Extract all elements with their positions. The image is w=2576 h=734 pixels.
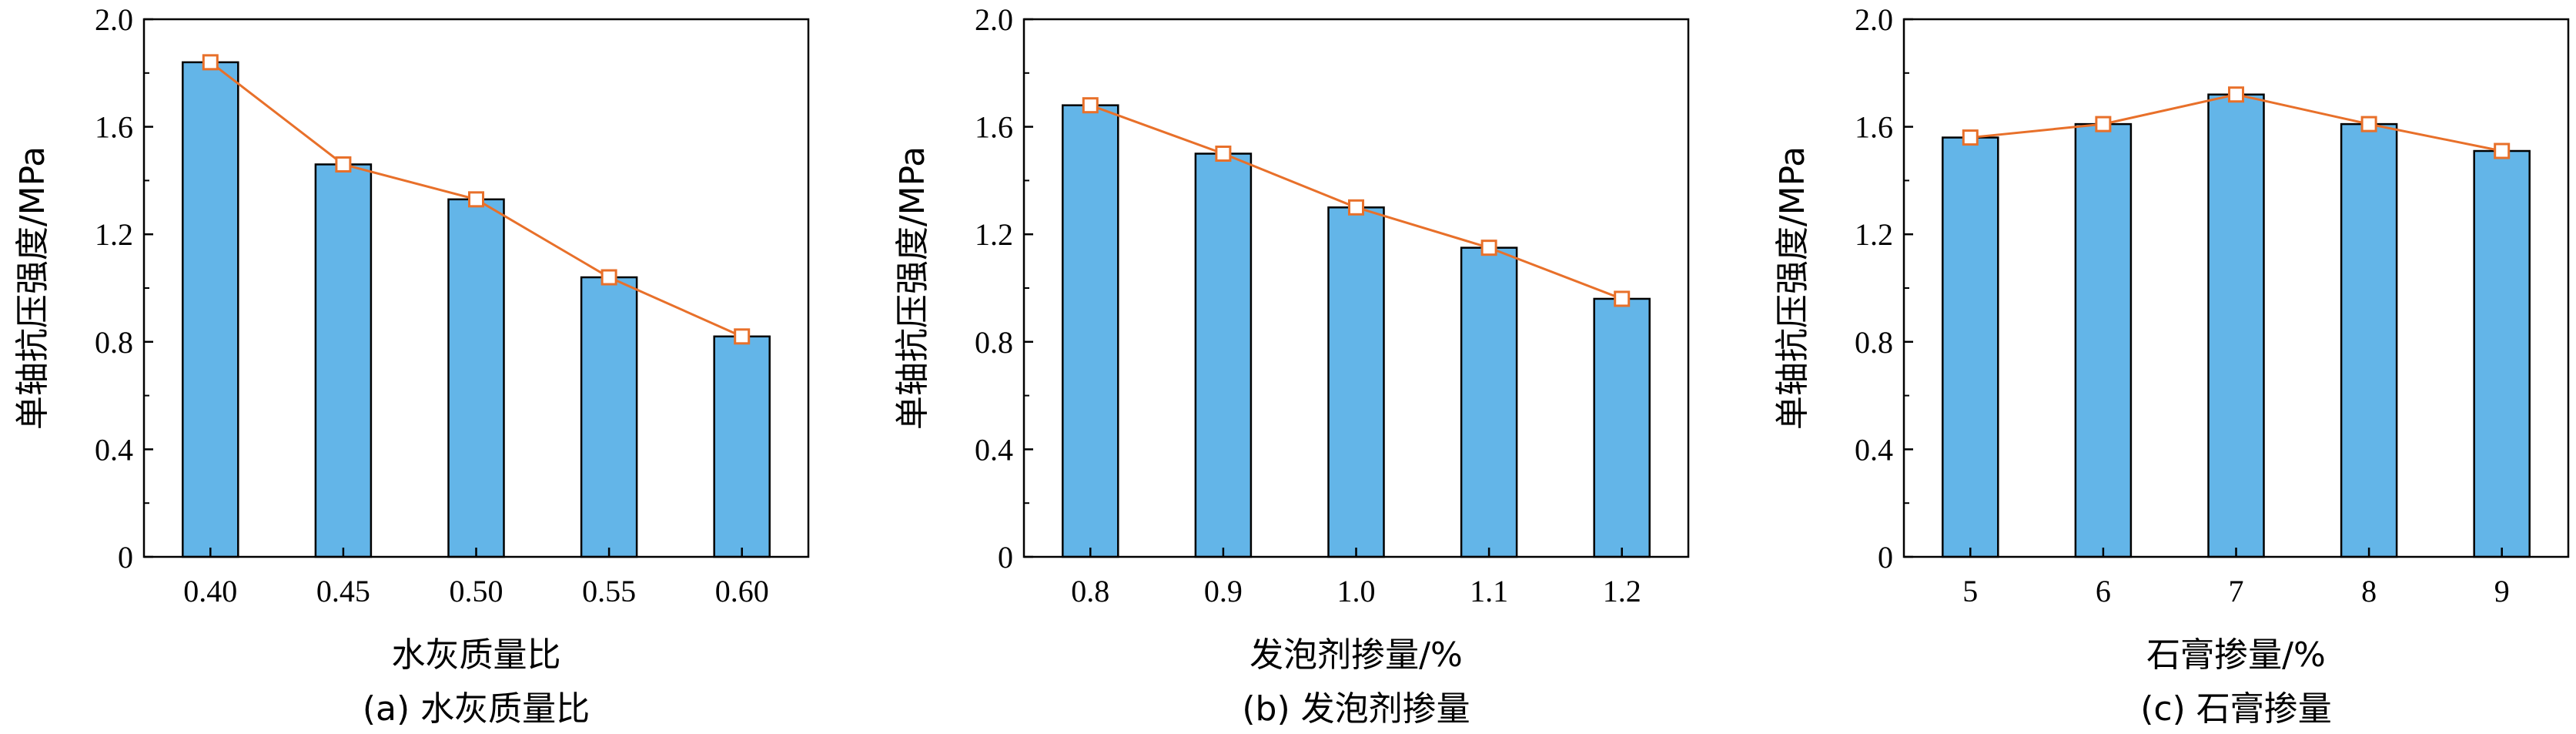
x-tick-label: 5 [1962, 574, 1978, 608]
y-tick-label: 0 [998, 540, 1013, 575]
y-tick-label: 2.0 [975, 2, 1013, 37]
panel-caption: (a) 水灰质量比 [363, 689, 590, 729]
y-axis-title: 单轴抗压强度/MPa [13, 146, 52, 430]
bar-6 [2074, 122, 2133, 558]
x-tick-label: 0.45 [316, 574, 370, 608]
x-tick-label: 0.9 [1204, 574, 1243, 608]
marker-1.0 [1348, 199, 1364, 216]
marker-0.50 [468, 191, 484, 208]
x-axis-title: 石膏掺量/% [2146, 635, 2326, 675]
panel-caption: (c) 石膏掺量 [2140, 689, 2332, 729]
y-tick-label: 1.6 [975, 110, 1013, 145]
marker-9 [2494, 142, 2511, 159]
marker-0.40 [202, 54, 219, 71]
bar-0.40 [182, 61, 239, 558]
y-tick-label: 1.6 [1855, 110, 1893, 145]
marker-0.9 [1215, 146, 1232, 162]
marker-1.2 [1614, 290, 1631, 307]
bar-1.2 [1593, 297, 1651, 558]
x-axis-title: 发泡剂掺量/% [1250, 635, 1463, 675]
chart-panel-c: 0 0.4 0.8 1.2 1.6 2.0 5 6 7 8 9 单轴抗压强度/MPa 石膏掺量/% (c)… [1773, 2, 2570, 729]
bar-0.60 [713, 335, 771, 558]
x-tick-label: 1.1 [1470, 574, 1508, 608]
x-tick-label: 0.8 [1071, 574, 1109, 608]
marker-0.55 [601, 269, 617, 286]
bar-7 [2207, 93, 2265, 558]
marker-0.60 [734, 328, 751, 345]
marker-7 [2228, 86, 2244, 103]
y-tick-label: 1.2 [1855, 217, 1893, 252]
x-tick-label: 6 [2096, 574, 2111, 608]
y-tick-label: 2.0 [95, 2, 133, 37]
panel-caption: (b) 发泡剂掺量 [1242, 689, 1470, 729]
y-axis-title: 单轴抗压强度/MPa [893, 146, 932, 430]
bar-0.50 [447, 198, 505, 558]
x-tick-label: 0.55 [582, 574, 636, 608]
bar-0.55 [580, 276, 638, 558]
y-tick-label: 0 [1878, 540, 1893, 575]
x-tick-label: 0.40 [183, 574, 237, 608]
bar-0.8 [1062, 104, 1119, 558]
y-tick-label: 0.8 [1855, 325, 1893, 360]
y-tick-label: 0 [118, 540, 133, 575]
bar-1.0 [1327, 206, 1385, 558]
bar-1.1 [1460, 246, 1518, 558]
bar-5 [1942, 136, 1999, 558]
x-tick-label: 1.0 [1337, 574, 1376, 608]
y-tick-label: 0.4 [95, 432, 133, 467]
y-tick-label: 0.4 [1855, 432, 1893, 467]
marker-5 [1962, 129, 1979, 146]
marker-1.1 [1480, 240, 1497, 256]
x-tick-label: 1.2 [1603, 574, 1641, 608]
x-tick-label: 8 [2361, 574, 2377, 608]
x-tick-label: 0.50 [450, 574, 503, 608]
y-tick-label: 0.8 [95, 325, 133, 360]
chart-panel-a: 0 0.4 0.8 1.2 1.6 2.0 0.40 0.45 0.50 0.55 0.60 单轴抗压… [13, 2, 810, 729]
y-tick-label: 2.0 [1855, 2, 1893, 37]
x-tick-label: 7 [2229, 574, 2244, 608]
y-tick-label: 0.8 [975, 325, 1013, 360]
marker-0.45 [335, 156, 352, 173]
x-tick-label: 0.60 [715, 574, 769, 608]
y-tick-label: 1.2 [95, 217, 133, 252]
y-tick-label: 1.6 [95, 110, 133, 145]
chart-panel-b: 0 0.4 0.8 1.2 1.6 2.0 0.8 0.9 1.0 1.1 1.2 单轴抗压强度/MP… [893, 2, 1690, 729]
x-axis-title: 水灰质量比 [392, 635, 561, 675]
bar-0.9 [1194, 152, 1253, 558]
bar-9 [2473, 149, 2531, 558]
marker-8 [2360, 116, 2377, 132]
y-tick-label: 1.2 [975, 217, 1013, 252]
marker-6 [2095, 116, 2112, 132]
y-axis-title: 单轴抗压强度/MPa [1773, 146, 1812, 430]
y-tick-label: 0.4 [975, 432, 1013, 467]
x-tick-label: 9 [2494, 574, 2510, 608]
bar-0.45 [314, 163, 373, 558]
bar-8 [2340, 122, 2398, 558]
marker-0.8 [1082, 97, 1099, 114]
